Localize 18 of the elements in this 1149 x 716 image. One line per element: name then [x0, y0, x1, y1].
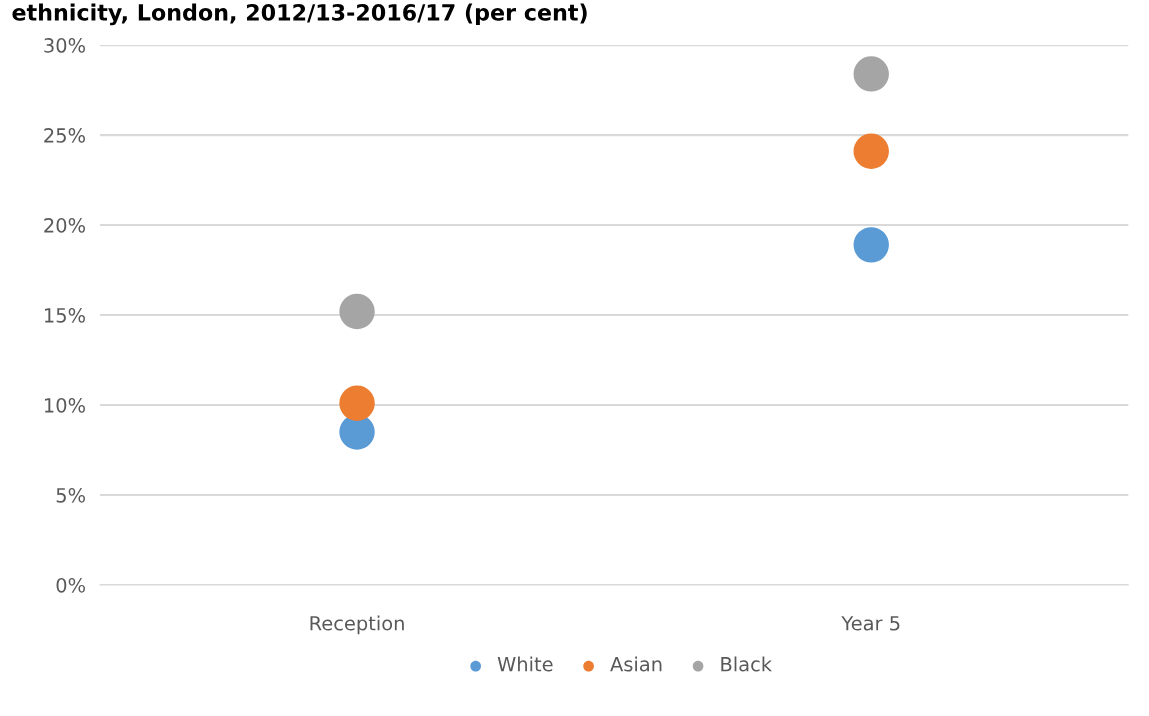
point: [853, 227, 889, 263]
y-tick-label: 0%: [56, 577, 85, 593]
point: [853, 56, 889, 92]
y-tick-label: 20%: [44, 218, 85, 233]
x-tick-label: Year 5: [841, 616, 900, 631]
y-tick-label: 5%: [56, 487, 85, 503]
y-tick-label: 15%: [44, 308, 85, 323]
legend-label: White: [497, 656, 553, 672]
point: [339, 293, 375, 330]
point: [339, 385, 375, 421]
y-tick-label: 30%: [44, 38, 85, 53]
legend-label: Asian: [610, 656, 662, 672]
point: [853, 133, 889, 169]
y-tick-label: 25%: [44, 128, 85, 143]
legend-label: Black: [721, 656, 772, 672]
x-tick-label: Reception: [310, 615, 404, 635]
chart-title: ethnicity, London, 2012/13-2016/17 (per cent): [12, 3, 587, 26]
y-tick-label: 10%: [44, 397, 85, 413]
